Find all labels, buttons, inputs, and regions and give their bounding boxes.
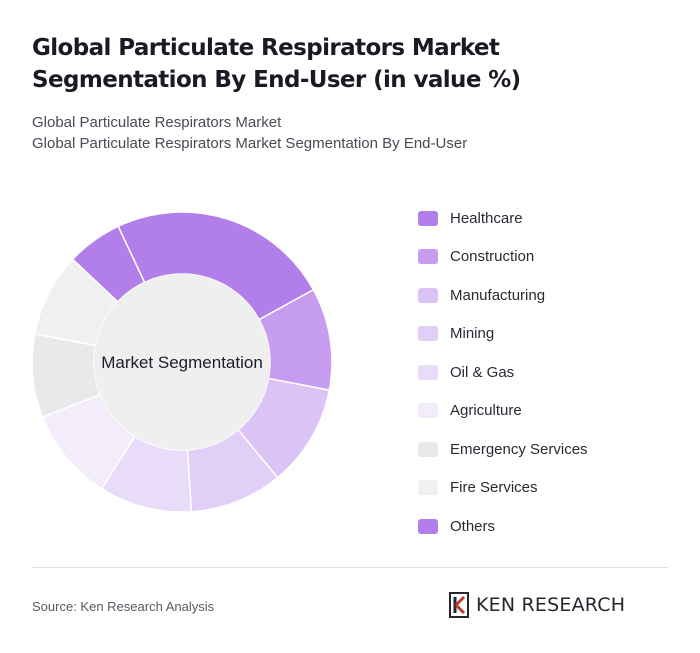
donut-center [94, 274, 270, 450]
legend-swatch [418, 441, 438, 457]
legend-swatch [418, 210, 438, 226]
legend-label: Oil & Gas [450, 363, 515, 381]
legend-label: Manufacturing [450, 286, 546, 304]
legend-item: Emergency Services [418, 430, 588, 469]
legend-item: Oil & Gas [418, 353, 588, 392]
legend-label: Healthcare [450, 209, 523, 227]
donut-center-label: Market Segmentation [101, 353, 263, 372]
legend-label: Emergency Services [450, 440, 588, 458]
legend-item: Healthcare [418, 199, 588, 238]
chart-subtitle-market: Global Particulate Respirators Market [32, 114, 282, 131]
legend-item: Others [418, 507, 588, 546]
legend-swatch [418, 364, 438, 380]
legend-label: Others [450, 517, 496, 535]
legend-swatch [418, 249, 438, 265]
legend-label: Construction [450, 248, 535, 266]
legend-swatch [418, 287, 438, 303]
brand-logo: KEN RESEARCH [448, 592, 625, 618]
legend-swatch [418, 403, 438, 419]
legend-item: Manufacturing [418, 276, 588, 315]
legend-swatch [418, 518, 438, 534]
legend-item: Construction [418, 238, 588, 277]
legend-item: Fire Services [418, 469, 588, 508]
legend-label: Fire Services [450, 479, 538, 497]
legend-label: Mining [450, 325, 495, 343]
brand-name: KEN RESEARCH [476, 594, 626, 616]
chart-legend: Healthcare Construction Manufacturing Minin… [418, 199, 588, 546]
chart-title: Global Particulate Respirators Market Se… [32, 35, 521, 93]
donut-chart: Market Segmentation [31, 211, 333, 513]
legend-label: Agriculture [450, 402, 522, 420]
ken-research-logo-icon [449, 592, 469, 618]
legend-item: Agriculture [418, 392, 588, 431]
chart-subtitles: Global Particulate Respirators Market Gl… [32, 112, 467, 154]
chart-subtitle-segmentation: Global Particulate Respirators Market Se… [32, 135, 468, 152]
legend-swatch [418, 326, 438, 342]
source-note: Source: Ken Research Analysis [32, 599, 215, 614]
legend-item: Mining [418, 315, 588, 354]
legend-swatch [418, 480, 438, 496]
footer-divider [32, 567, 668, 568]
